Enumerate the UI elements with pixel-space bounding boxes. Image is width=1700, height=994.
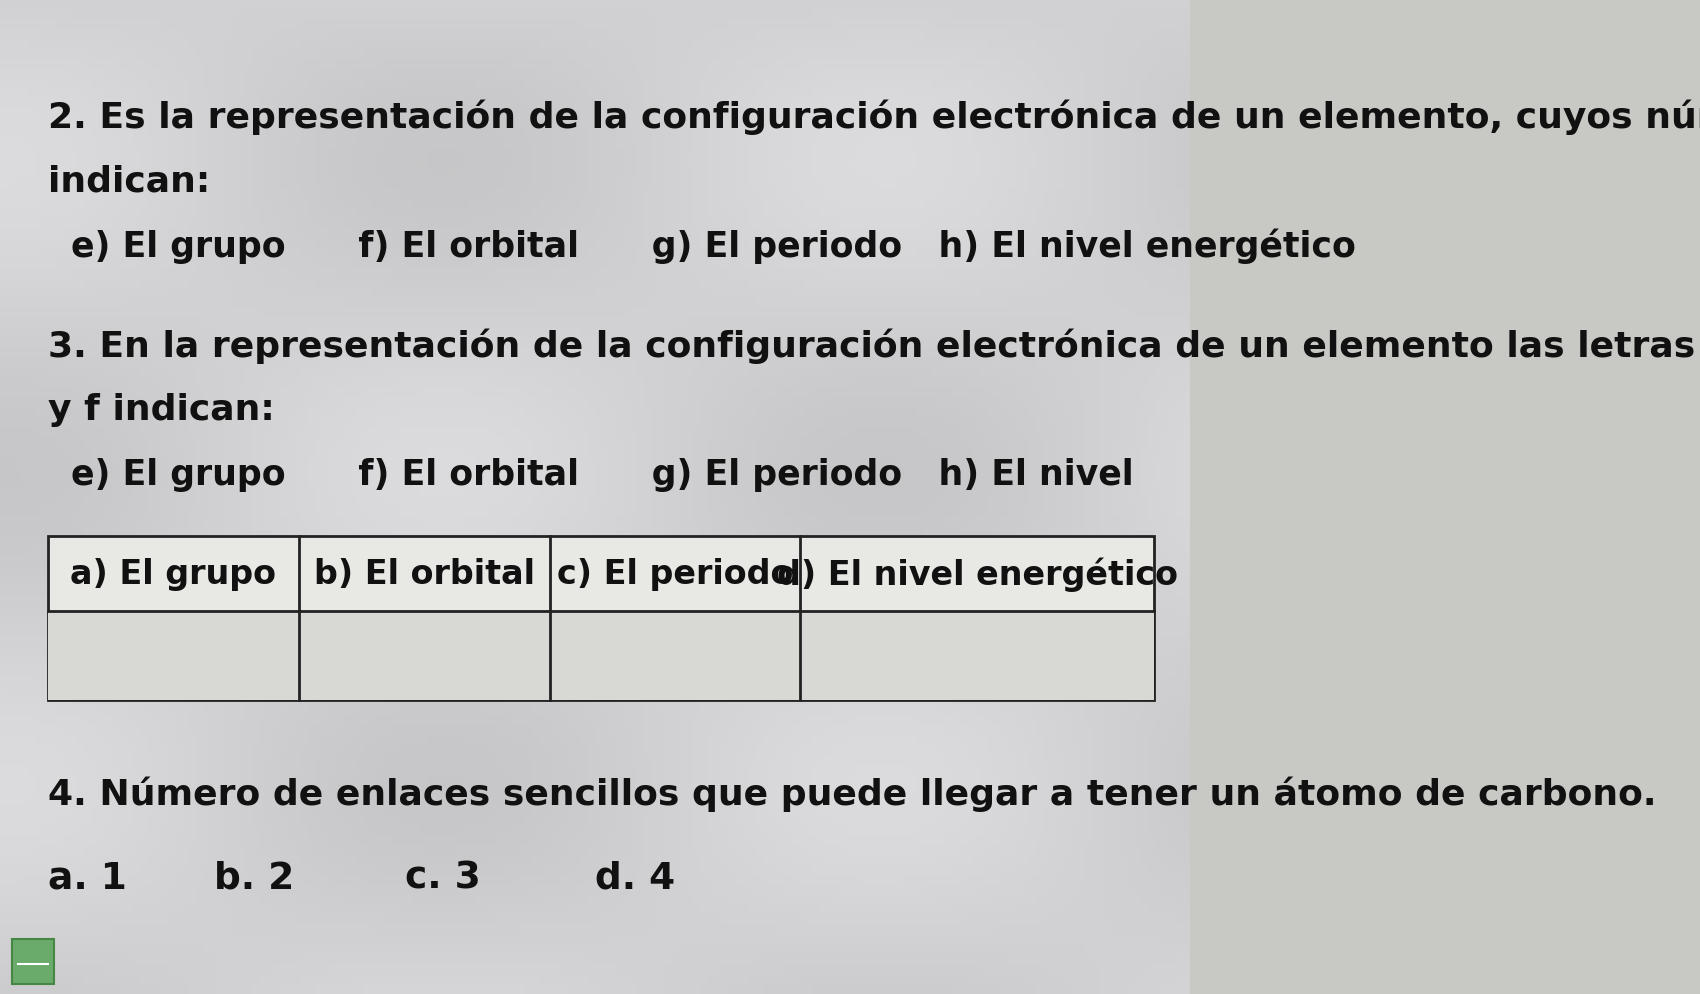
Text: y f indican:: y f indican: — [48, 393, 274, 426]
Text: 3. En la representación de la configuración electrónica de un elemento las letra: 3. En la representación de la configurac… — [48, 328, 1700, 364]
Bar — [48, 611, 1154, 701]
Text: indican:: indican: — [48, 164, 209, 198]
Text: c. 3: c. 3 — [405, 860, 481, 896]
Text: e) El grupo      f) El orbital      g) El periodo   h) El nivel: e) El grupo f) El orbital g) El periodo … — [71, 457, 1134, 491]
Bar — [48, 537, 1154, 701]
Text: 4. Número de enlaces sencillos que puede llegar a tener un átomo de carbono.: 4. Número de enlaces sencillos que puede… — [48, 775, 1656, 811]
Text: b. 2: b. 2 — [214, 860, 294, 896]
Text: 2. Es la representación de la configuración electrónica de un elemento, cuyos nú: 2. Es la representación de la configurac… — [48, 99, 1700, 135]
Text: d) El nivel energético: d) El nivel energético — [777, 557, 1178, 591]
Text: a. 1: a. 1 — [48, 860, 126, 896]
Bar — [12, 939, 53, 984]
Text: d. 4: d. 4 — [595, 860, 675, 896]
Text: b) El orbital: b) El orbital — [313, 558, 534, 590]
Text: e) El grupo      f) El orbital      g) El periodo   h) El nivel energético: e) El grupo f) El orbital g) El periodo … — [71, 229, 1357, 264]
Text: c) El periodo: c) El periodo — [558, 558, 794, 590]
Text: a) El grupo: a) El grupo — [70, 558, 275, 590]
